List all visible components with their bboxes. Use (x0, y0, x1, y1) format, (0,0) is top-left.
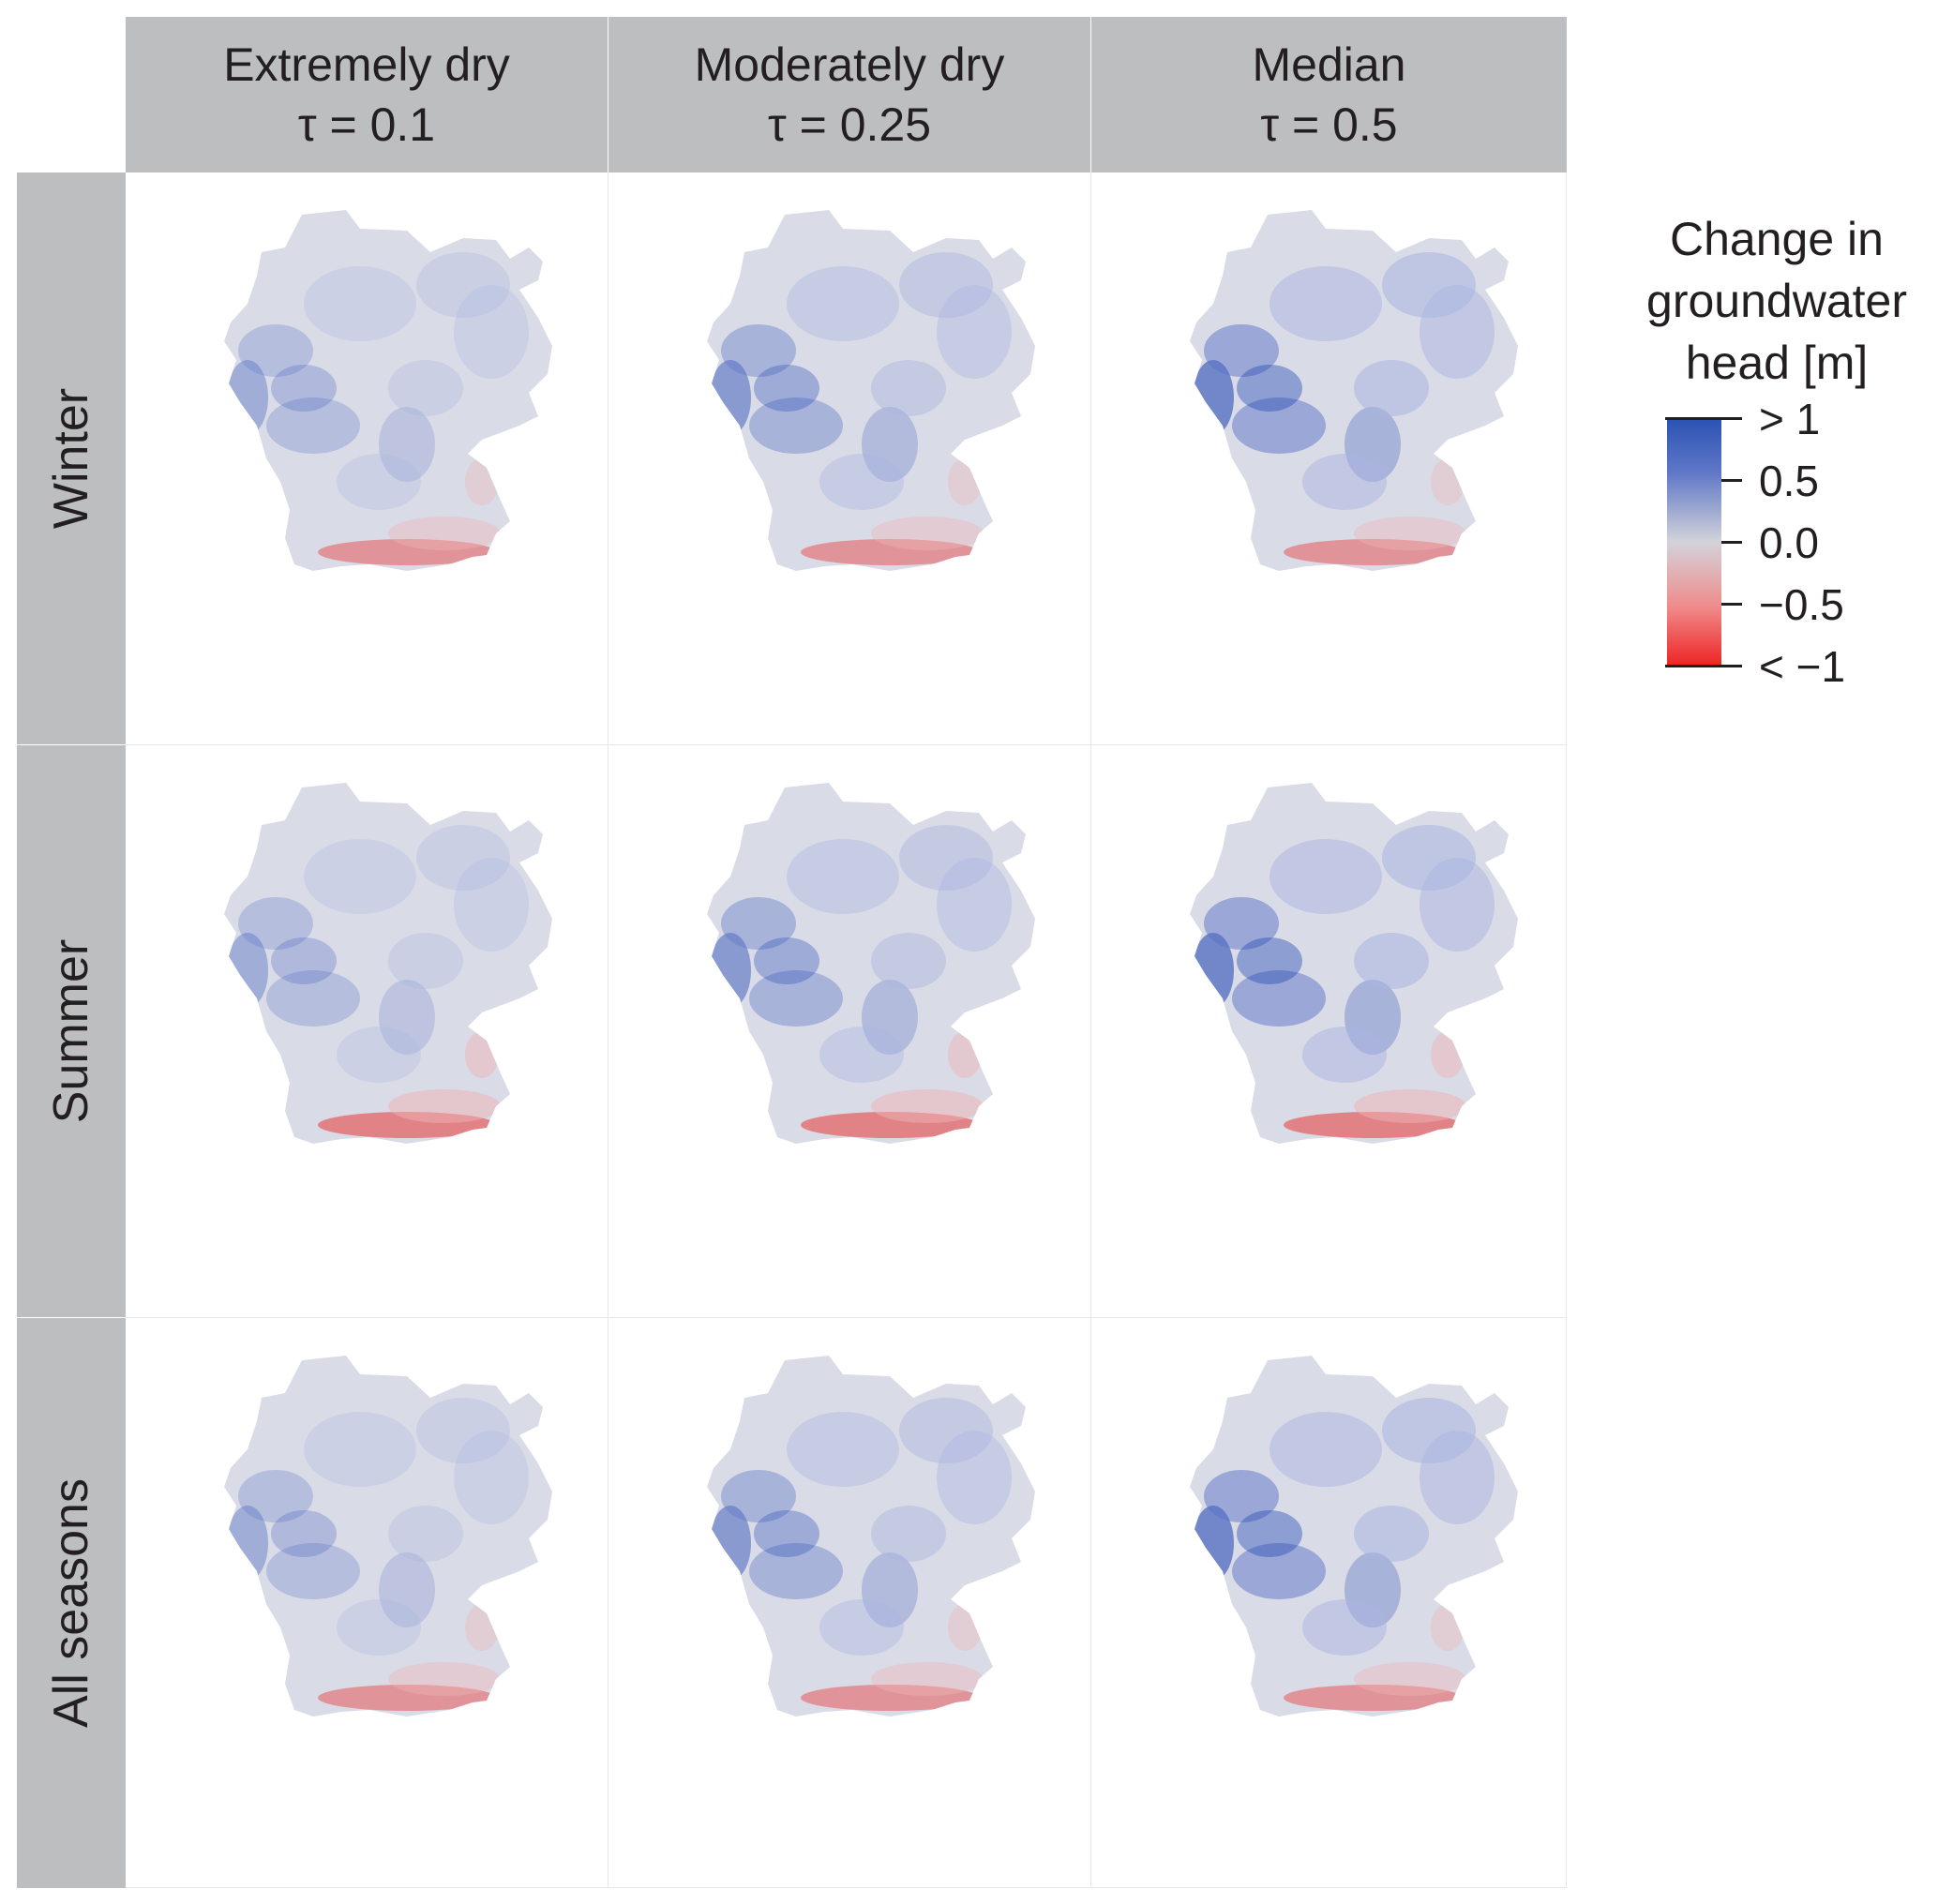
column-subtitle: τ = 0.5 (1260, 98, 1398, 151)
grid-divider (1566, 172, 1567, 1888)
groundwater-change-map (1091, 172, 1573, 744)
legend-tick-label: < −1 (1759, 642, 1846, 691)
legend-tick (1721, 479, 1742, 482)
row-header-all-seasons: All seasons (17, 1318, 126, 1888)
column-subtitle: τ = 0.1 (297, 98, 436, 151)
row-label: Summer (44, 938, 98, 1124)
legend-tick-label: 0.0 (1759, 518, 1819, 567)
row-label: All seasons (44, 1478, 98, 1728)
legend-tick (1721, 665, 1742, 667)
groundwater-change-map (1091, 1318, 1573, 1890)
grid-divider (1090, 172, 1091, 1888)
legend-tick (1721, 603, 1742, 606)
row-label: Winter (44, 387, 98, 530)
legend-title-line: groundwater (1646, 275, 1907, 327)
groundwater-change-map (126, 1318, 608, 1890)
legend-title-line: head [m] (1685, 337, 1869, 389)
groundwater-change-map (126, 745, 608, 1317)
grid-divider (126, 1887, 1567, 1888)
groundwater-change-map (608, 172, 1090, 744)
colorbar-top-edge (1665, 417, 1721, 420)
grid-divider (126, 744, 1567, 745)
groundwater-change-map (608, 1318, 1090, 1890)
legend-title-line: Change in (1670, 213, 1884, 265)
legend-colorbar (1667, 418, 1721, 666)
legend-tick (1721, 541, 1742, 544)
grid-divider (126, 1317, 1567, 1318)
column-title: Median (1252, 38, 1406, 91)
colorbar-bottom-edge (1665, 665, 1721, 667)
column-subtitle: τ = 0.25 (767, 98, 932, 151)
legend-title: Change in groundwater head [m] (1603, 208, 1938, 394)
row-header-winter: Winter (17, 172, 126, 744)
column-title: Extremely dry (223, 38, 510, 91)
legend-tick-label: 0.5 (1759, 457, 1819, 505)
groundwater-change-map (608, 745, 1090, 1317)
legend-tick (1721, 417, 1742, 420)
column-header-extremely-dry: Extremely dry τ = 0.1 (126, 17, 608, 172)
column-title: Moderately dry (694, 38, 1005, 91)
groundwater-change-map (1091, 745, 1573, 1317)
legend-tick-label: −0.5 (1759, 580, 1844, 629)
legend-tick-label: > 1 (1759, 395, 1821, 443)
column-header-median: Median τ = 0.5 (1091, 17, 1567, 172)
groundwater-change-map (126, 172, 608, 744)
column-header-moderately-dry: Moderately dry τ = 0.25 (608, 17, 1090, 172)
row-header-summer: Summer (17, 745, 126, 1317)
